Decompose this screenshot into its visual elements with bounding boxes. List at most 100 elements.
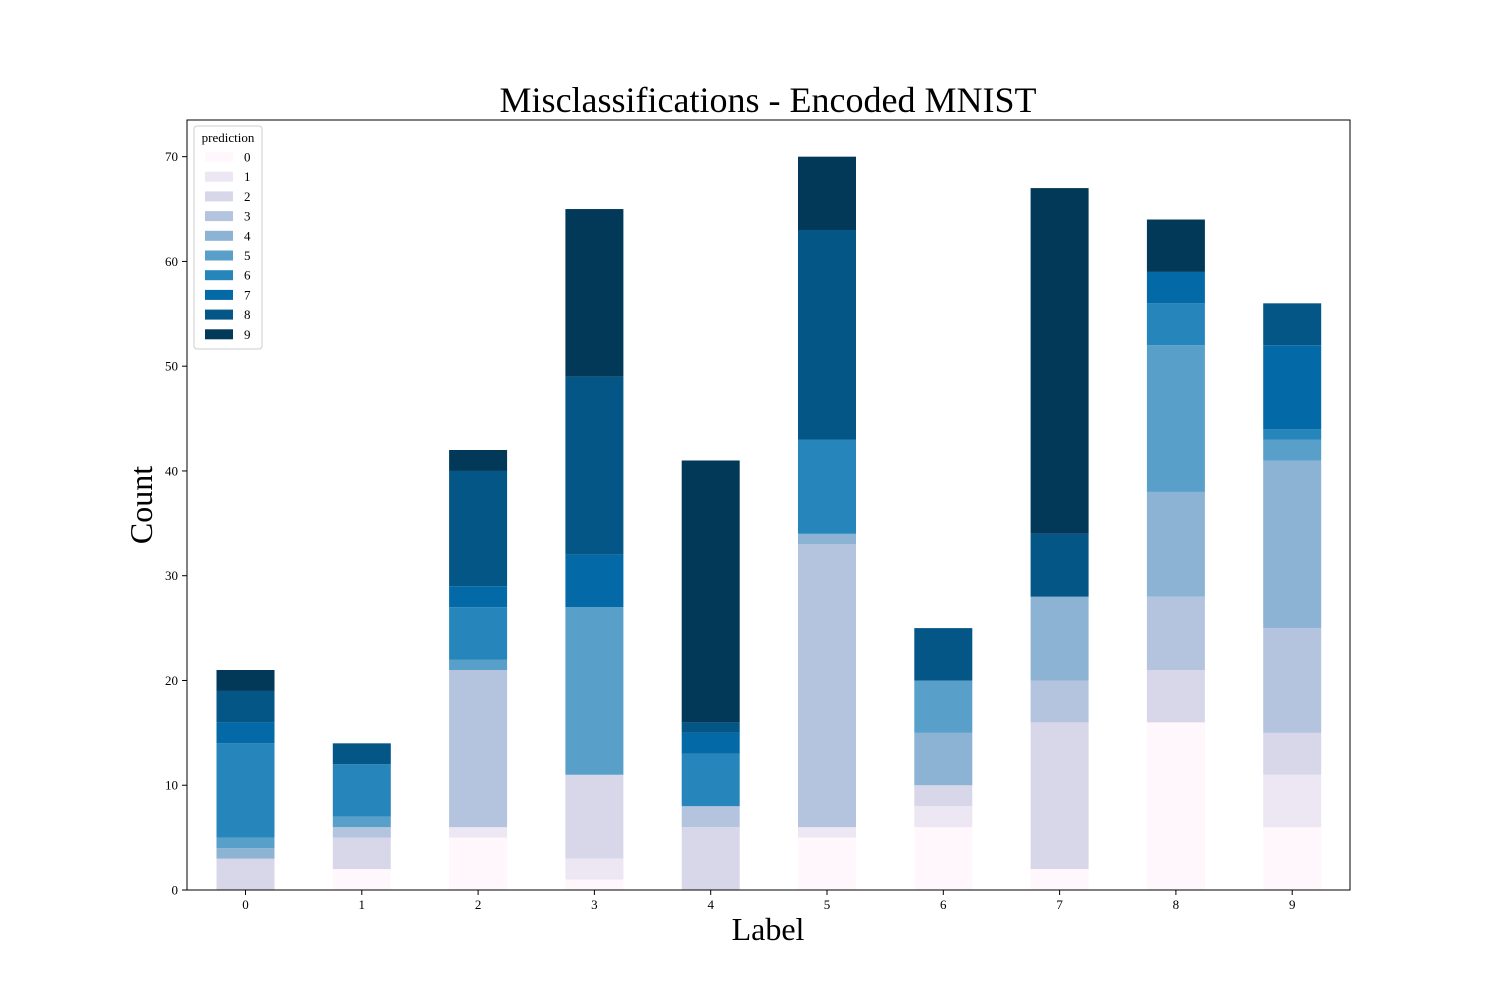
legend-swatch-3 <box>205 211 233 222</box>
bar-label-0-pred-7 <box>216 722 275 744</box>
bar-label-0-pred-6 <box>216 743 275 838</box>
bar-label-0-pred-4 <box>216 848 275 859</box>
bar-label-6-pred-4 <box>914 732 973 786</box>
bar-label-2-pred-0 <box>449 837 508 890</box>
legend-entry-4: 4 <box>244 228 251 243</box>
bar-label-1-pred-0 <box>332 869 391 890</box>
legend-swatch-0 <box>205 152 233 162</box>
x-tick-label: 2 <box>475 897 482 912</box>
y-tick-label: 70 <box>165 149 178 164</box>
legend: prediction 0 1 2 3 4 5 6 7 8 9 <box>193 125 263 350</box>
chart-title: Misclassifications - Encoded MNIST <box>500 80 1037 120</box>
legend-swatch-4 <box>205 230 233 241</box>
y-axis: 0 10 20 30 40 50 60 70 <box>165 149 187 898</box>
bar-label-6-pred-5 <box>914 680 973 733</box>
bar-label-0-pred-2 <box>216 858 275 890</box>
bar-label-3-pred-0 <box>565 879 624 890</box>
bar-label-2-pred-8 <box>449 470 508 587</box>
bar-label-9-pred-0 <box>1263 827 1322 890</box>
bar-label-2-pred-1 <box>449 827 508 838</box>
bars-layer <box>216 156 1322 890</box>
legend-swatch-1 <box>205 171 233 182</box>
legend-entry-1: 1 <box>244 169 251 184</box>
bar-label-2-pred-5 <box>449 659 508 670</box>
bar-label-8-pred-3 <box>1146 596 1205 670</box>
bar-label-5-pred-9 <box>798 156 856 230</box>
legend-swatch-5 <box>205 250 233 261</box>
bar-label-3-pred-7 <box>565 554 624 608</box>
x-axis-label: Label <box>732 911 805 947</box>
bar-label-5-pred-6 <box>798 439 856 534</box>
bar-label-7-pred-8 <box>1030 533 1089 597</box>
bar-label-2-pred-7 <box>449 586 508 608</box>
legend-entry-3: 3 <box>244 209 251 224</box>
x-tick-label: 9 <box>1289 897 1296 912</box>
bar-label-8-pred-0 <box>1146 722 1205 890</box>
y-tick-label: 10 <box>165 778 178 793</box>
bar-label-3-pred-5 <box>565 607 624 775</box>
legend-swatch-7 <box>205 289 233 300</box>
x-tick-label: 7 <box>1056 897 1063 912</box>
x-axis: 0 1 2 3 4 5 6 7 8 9 <box>242 890 1295 912</box>
legend-swatch-2 <box>205 191 233 202</box>
legend-entry-8: 8 <box>244 307 251 322</box>
legend-entry-7: 7 <box>244 287 251 302</box>
x-tick-label: 3 <box>591 897 598 912</box>
bar-label-7-pred-4 <box>1030 596 1089 681</box>
bar-label-1-pred-6 <box>332 764 391 817</box>
bar-label-7-pred-3 <box>1030 680 1089 723</box>
y-tick-label: 60 <box>165 254 178 269</box>
bar-label-6-pred-2 <box>914 785 973 807</box>
bar-label-9-pred-2 <box>1263 732 1322 775</box>
bar-label-2-pred-3 <box>449 670 508 828</box>
bar-label-3-pred-1 <box>565 858 624 880</box>
bar-label-0-pred-5 <box>216 837 275 849</box>
bar-label-5-pred-3 <box>798 544 856 828</box>
y-tick-label: 0 <box>172 883 179 898</box>
bar-label-1-pred-5 <box>332 816 391 828</box>
bar-label-8-pred-9 <box>1146 219 1205 272</box>
y-axis-label: Count <box>123 466 159 544</box>
legend-swatch-9 <box>205 329 233 340</box>
legend-entry-6: 6 <box>244 268 251 283</box>
bar-label-9-pred-1 <box>1263 774 1322 828</box>
x-tick-label: 8 <box>1173 897 1180 912</box>
bar-label-3-pred-2 <box>565 774 624 859</box>
bar-label-4-pred-6 <box>681 753 740 807</box>
bar-label-8-pred-7 <box>1146 271 1205 304</box>
bar-label-4-pred-3 <box>681 806 740 828</box>
legend-entry-9: 9 <box>244 327 251 342</box>
legend-entry-0: 0 <box>244 150 251 165</box>
legend-entry-5: 5 <box>244 248 251 263</box>
y-tick-label: 40 <box>165 463 178 478</box>
bar-label-9-pred-8 <box>1263 303 1322 346</box>
bar-label-3-pred-9 <box>565 209 624 377</box>
bar-label-4-pred-9 <box>681 460 740 723</box>
bar-label-7-pred-0 <box>1030 869 1089 890</box>
bar-label-7-pred-2 <box>1030 722 1089 870</box>
bar-label-2-pred-6 <box>449 607 508 660</box>
bar-label-9-pred-3 <box>1263 628 1322 733</box>
bar-label-7-pred-9 <box>1030 188 1089 534</box>
bar-label-2-pred-9 <box>449 450 508 471</box>
bar-label-9-pred-5 <box>1263 439 1322 461</box>
bar-label-9-pred-4 <box>1263 460 1322 629</box>
legend-entry-2: 2 <box>244 189 251 204</box>
bar-label-5-pred-4 <box>798 533 856 545</box>
bar-label-4-pred-2 <box>681 827 740 890</box>
legend-title: prediction <box>202 130 255 145</box>
bar-label-1-pred-2 <box>332 837 391 870</box>
bar-label-9-pred-6 <box>1263 429 1322 440</box>
bar-label-5-pred-1 <box>798 827 856 838</box>
legend-swatch-8 <box>205 309 233 320</box>
bar-label-8-pred-2 <box>1146 670 1205 723</box>
bar-label-9-pred-7 <box>1263 345 1322 430</box>
x-tick-label: 6 <box>940 897 947 912</box>
bar-label-5-pred-0 <box>798 837 856 890</box>
bar-label-8-pred-5 <box>1146 345 1205 492</box>
bar-label-6-pred-1 <box>914 806 973 828</box>
y-tick-label: 30 <box>165 568 178 583</box>
bar-label-4-pred-7 <box>681 732 740 754</box>
bar-label-4-pred-8 <box>681 722 740 733</box>
bar-label-0-pred-9 <box>216 670 275 691</box>
